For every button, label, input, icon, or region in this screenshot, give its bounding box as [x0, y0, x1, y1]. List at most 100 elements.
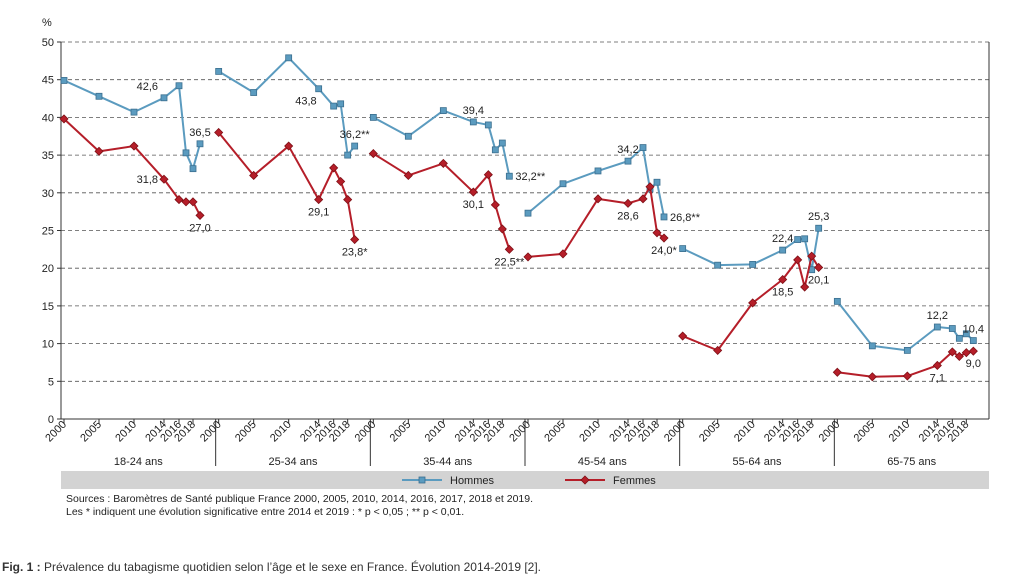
hommes-point-marker [175, 82, 183, 90]
y-tick-label: 25 [42, 226, 54, 238]
significance-note: Les * indiquent une évolution significat… [66, 506, 465, 518]
hommes-point-marker [250, 89, 258, 96]
femmes-point-marker [807, 251, 817, 261]
data-label: 23,8* [342, 247, 368, 259]
data-label: 12,2 [927, 310, 948, 322]
hommes-point-marker [559, 180, 567, 188]
data-label: 28,6 [617, 210, 638, 222]
femmes-point-marker [403, 170, 413, 181]
femmes-point-marker [483, 170, 493, 180]
y-tick-label: 0 [48, 414, 54, 426]
hommes-point-marker [95, 92, 103, 100]
data-label: 22,4 [772, 233, 793, 245]
hommes-point-marker [196, 140, 204, 148]
sources-line: Sources : Baromètres de Santé publique F… [66, 493, 534, 505]
caption-text: Prévalence du tabagisme quotidien selon … [40, 560, 541, 574]
age-group-label: 35-44 ans [423, 456, 472, 468]
legend-marker-square [418, 476, 426, 484]
femmes-point-marker [214, 127, 224, 138]
hommes-point-marker [794, 236, 802, 243]
hommes-point-marker [679, 245, 687, 252]
femmes-point-marker [593, 194, 603, 204]
hommes-point-marker [330, 102, 338, 110]
data-label: 30,1 [463, 199, 484, 211]
femmes-point-marker [814, 262, 824, 273]
data-label: 27,0 [189, 222, 210, 234]
hommes-point-marker [653, 178, 661, 186]
hommes-point-marker [714, 261, 722, 269]
legend-label: Femmes [613, 475, 656, 487]
femmes-point-marker [504, 244, 514, 254]
hommes-point-marker [933, 323, 941, 331]
hommes-point-marker [182, 149, 190, 157]
femmes-point-marker [523, 252, 533, 262]
femmes-point-marker [947, 347, 957, 357]
legend-band [61, 471, 989, 489]
data-label: 43,8 [295, 96, 316, 108]
femmes-point-marker [659, 233, 669, 243]
femmes-point-marker [314, 195, 324, 205]
y-tick-label: 45 [42, 75, 54, 87]
femmes-point-marker [490, 200, 500, 210]
hommes-point-marker [369, 114, 377, 121]
figure-panel: % 0 5 10 15 20 25 30 35 40 45 50 2000 2005 2010 2014 2… [41, 17, 990, 519]
femmes-point-marker [832, 367, 842, 377]
data-label: 36,5 [189, 127, 210, 139]
femmes-point-marker [129, 141, 139, 151]
data-label: 34,2 [617, 144, 638, 156]
femmes-series-line [372, 152, 511, 250]
legend-label: Hommes [450, 475, 495, 487]
femmes-point-marker [778, 274, 788, 285]
femmes-point-marker [343, 195, 353, 205]
femmes-point-marker [867, 372, 877, 382]
figure-caption: Fig. 1 : Prévalence du tabagisme quotidi… [2, 560, 541, 574]
hommes-point-marker [505, 172, 513, 180]
hommes-point-marker [130, 108, 138, 116]
femmes-point-marker [438, 158, 448, 168]
femmes-point-marker [968, 346, 978, 356]
femmes-point-marker [497, 224, 507, 234]
femmes-point-marker [748, 298, 758, 308]
data-label: 26,8** [670, 212, 701, 224]
y-tick-label: 10 [42, 339, 54, 351]
femmes-series-line [527, 185, 665, 258]
y-tick-label: 50 [42, 37, 54, 49]
hommes-point-marker [624, 157, 632, 165]
femmes-series-line [682, 255, 820, 352]
femmes-point-marker [954, 351, 964, 361]
femmes-point-marker [329, 163, 339, 173]
femmes-point-marker [932, 360, 942, 371]
data-label: 36,2** [340, 129, 371, 141]
y-tick-label: 20 [42, 263, 54, 275]
femmes-point-marker [902, 371, 912, 381]
hommes-point-marker [215, 68, 223, 75]
data-label: 22,5** [494, 256, 525, 268]
hommes-point-marker [801, 235, 809, 243]
femmes-point-marker [249, 170, 259, 181]
legend: Hommes Femmes [61, 471, 989, 489]
sources-note: Sources : Baromètres de Santé publique F… [66, 493, 533, 519]
y-unit-label: % [42, 17, 52, 29]
data-labels: 42,6 36,5 31,8 27,0 43,8 36,2** 29,1 23,8* 39,4 3… [137, 81, 984, 385]
hommes-point-marker [344, 151, 352, 159]
hommes-point-marker [491, 146, 499, 154]
femmes-point-marker [638, 194, 648, 204]
hommes-point-marker [833, 297, 841, 305]
data-label: 29,1 [308, 207, 329, 219]
femmes-point-marker [468, 187, 478, 197]
hommes-point-marker [315, 85, 323, 93]
y-tick-label: 15 [42, 301, 54, 313]
data-label: 7,1 [930, 372, 945, 384]
hommes-point-marker [779, 246, 787, 254]
femmes-point-marker [284, 141, 294, 151]
hommes-point-marker [189, 165, 197, 173]
femmes-point-marker [713, 345, 723, 355]
femmes-point-marker [645, 182, 655, 192]
group-labels: 18-24 ans 25-34 ans 35-44 ans 45-54 ans 55-6… [114, 456, 937, 468]
age-group-label: 18-24 ans [114, 456, 163, 468]
hommes-point-marker [524, 209, 532, 217]
age-group-label: 65-75 ans [887, 456, 936, 468]
femmes-point-marker [336, 176, 346, 187]
hommes-point-marker [60, 77, 68, 84]
